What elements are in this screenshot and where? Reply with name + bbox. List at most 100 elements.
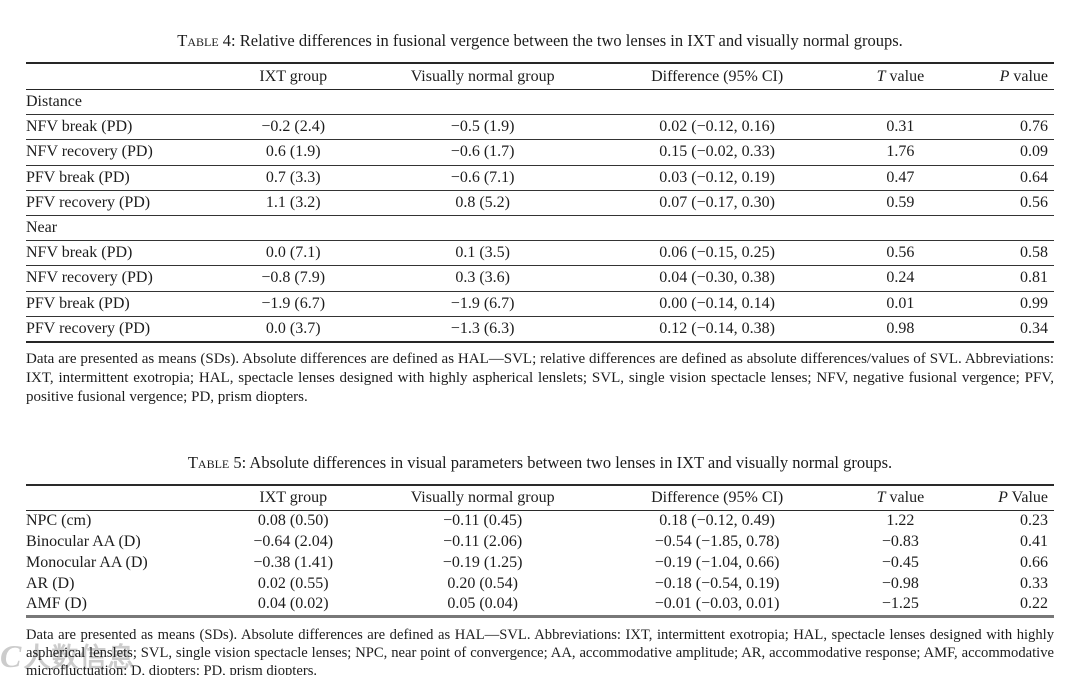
section-label: Near [26,215,1054,242]
cell: −1.9 (6.7) [215,291,372,317]
cell: 0.20 (0.54) [447,574,518,592]
cell: −0.11 (2.06) [443,533,523,551]
cell: PFV break (PD) [26,165,216,191]
table4-header-difference: Difference (95% CI) [594,63,840,90]
cell: 1.22 [886,512,915,530]
cell: NPC (cm) [26,512,92,530]
cell: −0.19 (−1.04, 0.66) [654,553,780,571]
table5-caption: Table 5: Absolute differences in visual … [26,453,1054,473]
cell: −0.54 (−1.85, 0.78) [654,533,780,551]
cell: 0.03 (−0.12, 0.19) [594,165,840,191]
table-row: NPC (cm) 0.08 (0.50) −0.11 (0.45) 0.18 (… [26,510,1054,531]
cell: 0.04 (0.02) [257,595,329,613]
section-row-near: Near [26,215,1054,242]
cell: 0.02 (−0.12, 0.16) [594,114,840,141]
cell: PFV recovery (PD) [26,316,216,343]
cell: −0.6 (1.7) [371,139,595,166]
cell: 0.41 [1020,533,1048,551]
table-row: Binocular AA (D) −0.64 (2.04) −0.11 (2.0… [26,532,1054,553]
cell: −0.19 (1.25) [442,553,523,571]
cell: 0.02 (0.55) [257,574,329,592]
table-4: IXT group Visually normal group Differen… [26,62,1054,343]
cell: 1.1 (3.2) [215,190,372,216]
table5-header-p-value: P Value [960,484,1054,511]
cell: 0.56 [960,190,1054,216]
cell: −0.45 [881,553,919,571]
cell: 0.12 (−0.14, 0.38) [594,316,840,343]
cell: 0.01 [839,291,961,317]
table4-header-p-value: P value [960,63,1054,90]
cell: 0.3 (3.6) [371,265,595,292]
table5-caption-text: Absolute differences in visual parameter… [249,452,893,472]
cell: 0.47 [839,165,961,191]
cell: −0.01 (−0.03, 0.01) [654,595,780,613]
cell: −0.98 [881,574,919,592]
cell: NFV recovery (PD) [26,265,216,292]
cell: PFV break (PD) [26,291,216,317]
table-row: AR (D) 0.02 (0.55) 0.20 (0.54) −0.18 (−0… [26,573,1054,594]
table4-caption-text: Relative differences in fusional vergenc… [239,31,903,50]
table-row: PFV break (PD) −1.9 (6.7) −1.9 (6.7) 0.0… [26,291,1054,317]
table-row: NFV break (PD) 0.0 (7.1) 0.1 (3.5) 0.06 … [26,240,1054,267]
cell: 0.66 [1020,553,1048,571]
cell: Monocular AA (D) [26,553,148,571]
table5-header-difference: Difference (95% CI) [594,484,840,511]
watermark-text: 人数信息 [23,643,136,673]
table4-footnote: Data are presented as means (SDs). Absol… [26,350,1054,405]
cell: 0.07 (−0.17, 0.30) [594,190,840,216]
table-row: NFV recovery (PD) 0.6 (1.9) −0.6 (1.7) 0… [26,139,1054,166]
cell: −0.6 (7.1) [371,165,595,191]
cell: 0.6 (1.9) [215,139,372,166]
cell: 0.1 (3.5) [371,240,595,267]
cell: 0.05 (0.04) [447,595,518,613]
cell: 0.33 [1020,574,1048,592]
table5-header-t-value: T value [839,484,961,511]
cell: 0.7 (3.3) [215,165,372,191]
table-row: Monocular AA (D) −0.38 (1.41) −0.19 (1.2… [26,552,1054,573]
cell: −0.64 (2.04) [253,533,334,551]
cell: 0.99 [960,291,1054,317]
cell: 0.09 [960,139,1054,166]
cell: NFV recovery (PD) [26,139,216,166]
cell: 0.15 (−0.02, 0.33) [594,139,840,166]
table4-caption-label: Table 4: [177,31,236,50]
cell: 0.24 [839,265,961,292]
cell: 0.34 [960,316,1054,343]
cell: AMF (D) [26,595,87,613]
cell: −0.83 [881,533,919,551]
section-row-distance: Distance [26,89,1054,116]
cell: −0.2 (2.4) [215,114,372,141]
cell: 0.98 [839,316,961,343]
cell: 0.06 (−0.15, 0.25) [594,240,840,267]
table-row: PFV recovery (PD) 1.1 (3.2) 0.8 (5.2) 0.… [26,190,1054,216]
cell: 0.31 [839,114,961,141]
table4-header-t-value: T value [839,63,961,90]
cell: −0.38 (1.41) [253,553,334,571]
cell: AR (D) [26,574,75,592]
cell: 0.23 [1020,512,1048,530]
cell: −1.3 (6.3) [371,316,595,343]
watermark: C人数信息 [0,636,135,675]
cell: 0.59 [839,190,961,216]
cell: 0.04 (−0.30, 0.38) [594,265,840,292]
cell: PFV recovery (PD) [26,190,216,216]
cell: 0.00 (−0.14, 0.14) [594,291,840,317]
cell: 0.18 (−0.12, 0.49) [659,512,775,530]
cell: 0.22 [1020,595,1048,613]
table4-header-empty [26,63,216,90]
cell: Binocular AA (D) [26,533,141,551]
table5-header-visually-normal-group: Visually normal group [371,484,595,511]
cell: 0.64 [960,165,1054,191]
cell: −1.25 [881,595,919,613]
table-row: PFV recovery (PD) 0.0 (3.7) −1.3 (6.3) 0… [26,316,1054,343]
cell: −0.8 (7.9) [215,265,372,292]
cell: 1.76 [839,139,961,166]
section-label: Distance [26,89,1054,116]
table4-header-row: IXT group Visually normal group Differen… [26,63,1054,90]
cell: 0.8 (5.2) [371,190,595,216]
cell: 0.58 [960,240,1054,267]
table-row: PFV break (PD) 0.7 (3.3) −0.6 (7.1) 0.03… [26,165,1054,191]
cell: NFV break (PD) [26,114,216,141]
